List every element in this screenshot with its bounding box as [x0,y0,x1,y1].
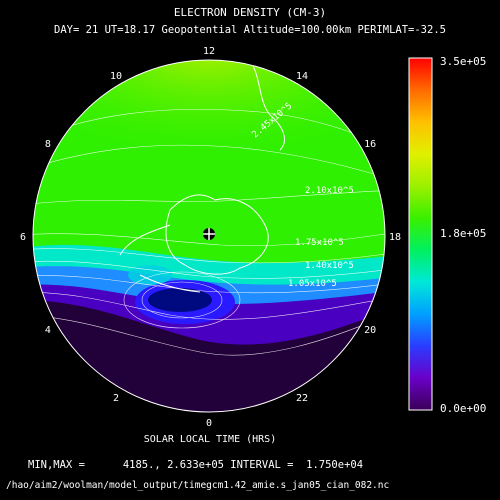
contour-label: 1.75x10^5 [295,238,344,248]
colorbar-gradient [409,58,432,410]
local-time-label-14: 14 [296,71,308,82]
local-time-label-0: 0 [206,418,212,429]
local-time-label-22: 22 [296,393,308,404]
colorbar-mid-label: 1.8e+05 [440,227,487,240]
colorbar-max-label: 3.5e+05 [440,55,487,68]
local-time-label-18: 18 [389,232,401,243]
colorbar-min-label: 0.0e+00 [440,402,487,415]
x-axis-label: SOLAR LOCAL TIME (HRS) [143,434,277,445]
polar-boundary [32,59,386,413]
density-trough-core [148,288,212,312]
local-time-label-12: 12 [203,46,215,57]
contour-label: 1.05x10^5 [288,279,337,289]
chart-subtitle: DAY= 21 UT=18.17 Geopotential Altitude=1… [54,24,446,36]
file-path-readout: /hao/aim2/woolman/model_output/timegcm1.… [6,480,390,491]
continent-outlines [119,60,285,293]
local-time-tick-labels: 12 14 16 18 20 22 0 2 4 6 8 10 [20,46,401,429]
contour-label: 1.40x10^5 [305,261,354,271]
chart-title: ELECTRON DENSITY (CM-3) [173,6,327,19]
local-time-label-4: 4 [45,325,51,336]
density-field [33,60,385,412]
local-time-label-6: 6 [20,232,26,243]
min-max-interval-readout: MIN,MAX = 4185., 2.633e+05 INTERVAL = 1.… [28,459,364,471]
local-time-label-2: 2 [113,393,119,404]
contour-label: 2.10x10^5 [305,186,354,196]
local-time-label-16: 16 [364,139,376,150]
local-time-label-20: 20 [364,325,376,336]
colorbar-frame [408,57,433,411]
colorbar [408,57,433,411]
pole-marker [203,228,215,240]
local-time-label-8: 8 [45,139,51,150]
local-time-label-10: 10 [110,71,122,82]
